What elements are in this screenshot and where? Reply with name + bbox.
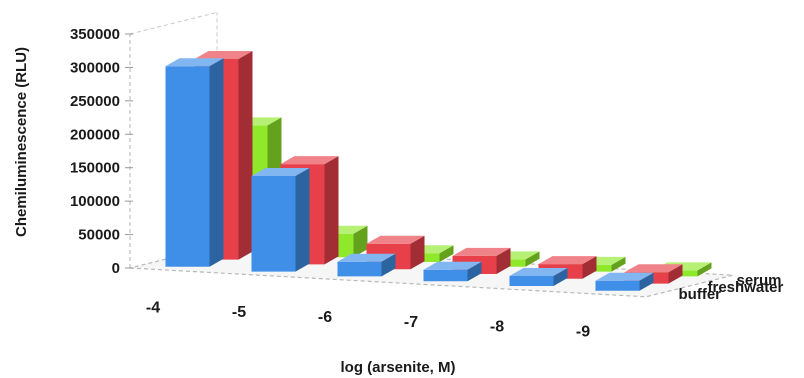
- bar-face-front: [165, 66, 210, 267]
- bar-face-side: [324, 156, 339, 265]
- bar-face-front: [423, 269, 468, 282]
- y-tick-label: 300000: [70, 59, 120, 76]
- x-tick-label: -4: [146, 299, 160, 316]
- bar-buffer--7: [423, 261, 482, 282]
- bar-face-side: [353, 225, 368, 258]
- x-tick-label: -8: [490, 319, 504, 336]
- bar-buffer--8: [509, 268, 568, 286]
- bar-face-top: [595, 272, 654, 281]
- series-label-serum: serum: [737, 272, 782, 289]
- x-tick-label: -9: [576, 323, 590, 340]
- bar-face-side: [611, 256, 626, 272]
- x-tick-label: -5: [232, 304, 246, 321]
- y-tick-label: 200000: [70, 126, 120, 143]
- bar-face-side: [238, 51, 253, 260]
- bar-face-side: [496, 247, 511, 274]
- bar-face-top: [280, 156, 339, 165]
- bar-face-side: [439, 245, 454, 262]
- y-tick-label: 350000: [70, 26, 120, 43]
- bar-face-top: [423, 261, 482, 270]
- bar-face-top: [337, 253, 396, 262]
- bar-face-side: [410, 235, 425, 270]
- bar-buffer--9: [595, 272, 654, 291]
- y-axis-top-line: [129, 11, 218, 35]
- bar-face-front: [595, 280, 640, 291]
- chart-labels: 350000 300000 250000 200000 150000 100000 5000…: [70, 26, 784, 340]
- bar-face-front: [337, 261, 382, 277]
- series-label-freshwater: freshwater: [708, 279, 784, 296]
- bar-face-top: [538, 256, 597, 265]
- bar-face-side: [295, 168, 310, 272]
- bar-face-side: [697, 262, 712, 277]
- bar-face-side: [582, 256, 597, 279]
- bar-face-side: [467, 261, 482, 282]
- bar-face-top: [165, 58, 224, 67]
- chart-bars: [165, 51, 712, 291]
- bar-buffer--6: [337, 253, 396, 277]
- y-tick-label: 100000: [70, 193, 120, 210]
- bar-face-top: [509, 268, 568, 276]
- bar-face-top: [366, 235, 425, 244]
- bar-face-side: [525, 251, 540, 267]
- bar-face-side: [381, 253, 396, 277]
- y-tick-label: 0: [112, 260, 120, 277]
- bar-face-top: [251, 168, 310, 176]
- bar-face-top: [194, 51, 253, 59]
- bar-face-top: [624, 264, 683, 273]
- y-tick-label: 50000: [78, 227, 120, 244]
- bar-buffer--5: [251, 168, 310, 272]
- y-axis-label: Chemiluminescence (RLU): [13, 47, 30, 237]
- y-tick-label: 250000: [70, 93, 120, 110]
- x-tick-label: -7: [404, 314, 418, 331]
- bar-face-side: [668, 264, 683, 284]
- x-tick-label: -6: [318, 309, 332, 326]
- bar-face-side: [209, 58, 224, 267]
- x-axis-label: log (arsenite, M): [340, 359, 455, 376]
- bar-face-side: [639, 272, 654, 291]
- bar-face-side: [553, 268, 568, 286]
- bar-face-top: [452, 247, 511, 256]
- bar-face-front: [509, 276, 554, 286]
- y-tick-label: 150000: [70, 160, 120, 177]
- series-label-buffer: buffer: [679, 286, 722, 303]
- bar-face-front: [251, 176, 296, 272]
- bar-buffer--4: [165, 58, 224, 267]
